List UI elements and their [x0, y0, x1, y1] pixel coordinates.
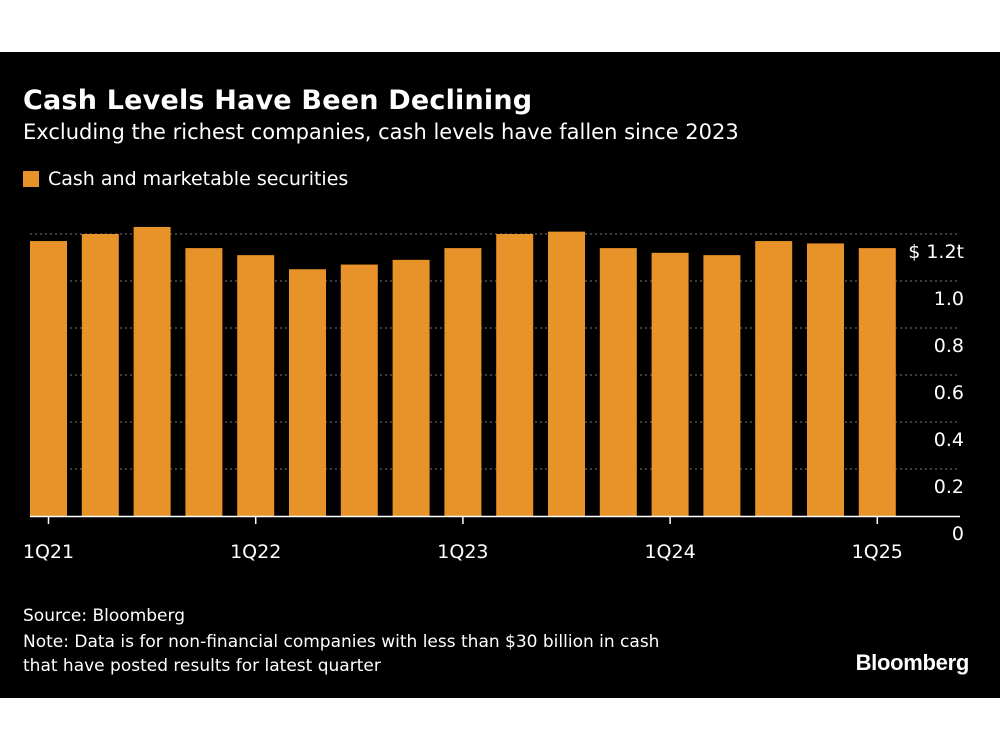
bar: [496, 234, 534, 516]
y-tick-label: 0.8: [934, 335, 964, 357]
bar: [30, 241, 67, 517]
y-tick-label: 1.0: [934, 288, 964, 310]
bar: [237, 255, 275, 516]
bar: [81, 234, 119, 516]
legend: Cash and marketable securities: [23, 168, 348, 190]
y-tick-label: 0.6: [934, 382, 964, 404]
y-tick-label: $ 1.2t: [908, 241, 964, 263]
note-line-1: Note: Data is for non-financial companie…: [23, 632, 660, 652]
chart-panel: Cash Levels Have Been Declining Excludin…: [0, 52, 1000, 698]
source-note: Source: Bloomberg: [23, 606, 185, 626]
note-line-2: that have posted results for latest quar…: [23, 656, 381, 676]
bar: [599, 248, 637, 516]
x-tick-label: 1Q24: [644, 541, 695, 563]
x-tick-label: 1Q23: [437, 541, 488, 563]
bar: [392, 259, 430, 516]
bar-chart: 0 0.2 0.4 0.6 0.8 1.0 $ 1.2t 1Q21 1Q22 1Q23 1Q24 1Q…: [23, 226, 964, 563]
x-tick-label: 1Q25: [852, 541, 903, 563]
chart-title: Cash Levels Have Been Declining: [23, 85, 533, 116]
bar: [858, 248, 896, 516]
legend-swatch: [23, 171, 39, 187]
y-tick-label: 0: [952, 523, 964, 545]
bar: [185, 248, 223, 516]
legend-label: Cash and marketable securities: [48, 168, 349, 190]
bar: [807, 243, 844, 516]
x-tick-label: 1Q21: [23, 541, 74, 563]
bar: [548, 231, 585, 516]
bar: [133, 226, 171, 516]
chart-subtitle: Excluding the richest companies, cash le…: [23, 120, 739, 144]
bloomberg-logo: Bloomberg: [855, 650, 970, 675]
x-tick-label: 1Q22: [230, 541, 281, 563]
bar: [444, 248, 482, 516]
bar: [755, 241, 793, 517]
bar: [651, 252, 689, 517]
y-tick-label: 0.2: [934, 476, 964, 498]
bar: [289, 269, 326, 516]
bar: [340, 264, 378, 516]
y-tick-label: 0.4: [934, 429, 964, 451]
bar: [703, 255, 741, 516]
